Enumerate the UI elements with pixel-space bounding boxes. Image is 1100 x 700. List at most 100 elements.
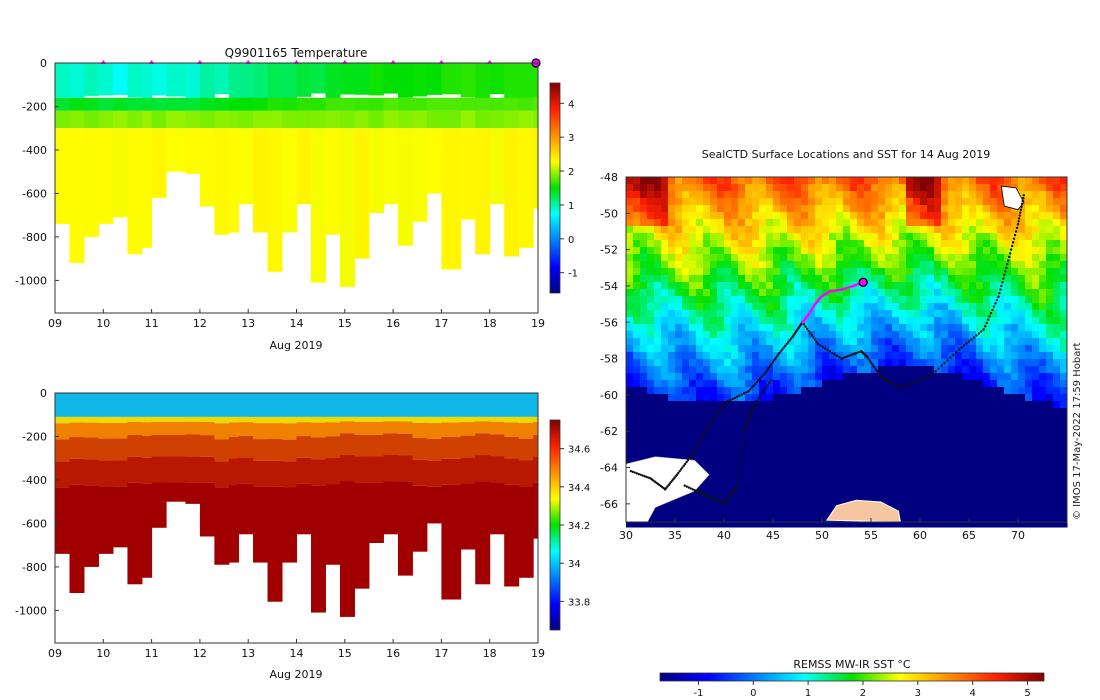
sst-cell bbox=[647, 282, 655, 290]
sst-cell bbox=[647, 219, 655, 227]
sst-cell bbox=[724, 254, 732, 262]
history-track-point bbox=[1019, 208, 1023, 211]
sst-cell bbox=[857, 485, 865, 493]
sst-cell bbox=[626, 212, 634, 220]
sst-cell bbox=[997, 345, 1005, 353]
sst-cell bbox=[906, 485, 914, 493]
sst-cell bbox=[822, 513, 830, 521]
sst-cell bbox=[703, 310, 711, 318]
sst-cell bbox=[871, 464, 879, 472]
sst-cell bbox=[682, 331, 690, 339]
sst-cell bbox=[766, 345, 774, 353]
sst-cell bbox=[1011, 485, 1019, 493]
sst-cell bbox=[675, 317, 683, 325]
sst-cell bbox=[815, 429, 823, 437]
sst-cell bbox=[976, 387, 984, 395]
history-track-point bbox=[802, 323, 806, 326]
sst-cell bbox=[920, 373, 928, 381]
sst-cell bbox=[906, 282, 914, 290]
sst-cell bbox=[976, 303, 984, 311]
history-track-point bbox=[724, 500, 727, 504]
temperature-panel: Q9901165 Temperature 09 10 11 12 13 14 15 16 17 1… bbox=[15, 46, 578, 352]
sst-cell bbox=[857, 310, 865, 318]
sst-cell bbox=[1060, 471, 1068, 479]
sst-cell bbox=[941, 177, 949, 185]
sst-cell bbox=[647, 184, 655, 192]
sst-cell bbox=[1039, 359, 1047, 367]
sst-cell bbox=[1018, 499, 1026, 507]
sst-cell bbox=[913, 233, 921, 241]
sst-cell bbox=[857, 240, 865, 248]
sst-cell bbox=[955, 254, 963, 262]
sst-cell bbox=[920, 331, 928, 339]
sst-cell bbox=[633, 429, 641, 437]
sst-cell bbox=[829, 506, 837, 514]
sst-cell bbox=[927, 289, 935, 297]
sst-cell bbox=[927, 261, 935, 269]
sst-cell bbox=[1025, 478, 1033, 486]
salinity-cell bbox=[368, 482, 384, 543]
sst-cell bbox=[948, 387, 956, 395]
sst-cell bbox=[920, 191, 928, 199]
sst-cell bbox=[976, 499, 984, 507]
temperature-cell bbox=[69, 63, 85, 98]
sst-cell bbox=[878, 205, 886, 213]
sst-cell bbox=[899, 373, 907, 381]
sst-cell bbox=[794, 296, 802, 304]
sst-cell bbox=[654, 184, 662, 192]
sst-cell bbox=[780, 289, 788, 297]
sst-cell bbox=[661, 401, 669, 409]
sst-cell bbox=[997, 296, 1005, 304]
history-track-point bbox=[879, 375, 882, 378]
sst-cell bbox=[1025, 520, 1033, 528]
sst-cell bbox=[913, 429, 921, 437]
sst-cell bbox=[857, 436, 865, 444]
sst-cell bbox=[801, 471, 809, 479]
history-track-point bbox=[720, 501, 724, 505]
sst-cell bbox=[976, 478, 984, 486]
sst-cell bbox=[906, 261, 914, 269]
sst-cell bbox=[927, 317, 935, 325]
sst-cell bbox=[1004, 401, 1012, 409]
salinity-cell bbox=[267, 393, 283, 417]
sst-cell bbox=[766, 450, 774, 458]
sst-cell bbox=[871, 401, 879, 409]
sst-cell bbox=[724, 317, 732, 325]
sst-cell bbox=[633, 457, 641, 465]
sst-cell bbox=[955, 408, 963, 416]
sst-cell bbox=[906, 184, 914, 192]
salinity-cell bbox=[214, 423, 230, 440]
sst-cell bbox=[920, 275, 928, 283]
sst-cell bbox=[689, 268, 697, 276]
sst-cell bbox=[696, 226, 704, 234]
sst-cell bbox=[745, 506, 753, 514]
sst-cell bbox=[955, 387, 963, 395]
sst-cell bbox=[710, 394, 718, 402]
sst-cell bbox=[934, 261, 942, 269]
sst-cell bbox=[696, 233, 704, 241]
salinity-profile bbox=[310, 393, 326, 613]
sst-cell bbox=[696, 415, 704, 423]
sst-cell bbox=[829, 457, 837, 465]
sst-cell bbox=[983, 450, 991, 458]
sst-cell bbox=[654, 408, 662, 416]
sst-cell bbox=[682, 450, 690, 458]
sst-cell bbox=[1011, 401, 1019, 409]
sst-cell bbox=[780, 394, 788, 402]
history-track-point bbox=[897, 385, 900, 388]
temperature-cell bbox=[325, 110, 341, 129]
sst-cell bbox=[759, 205, 767, 213]
sst-cell bbox=[731, 464, 739, 472]
sst-cell bbox=[997, 408, 1005, 416]
x-tick-label: 65 bbox=[962, 529, 976, 542]
sst-cell bbox=[948, 268, 956, 276]
sst-cell bbox=[752, 443, 760, 451]
sst-cell bbox=[850, 289, 858, 297]
sst-cell bbox=[710, 387, 718, 395]
sst-cell bbox=[920, 408, 928, 416]
sst-cell bbox=[647, 177, 655, 185]
history-track-point bbox=[986, 318, 990, 321]
colorbar-tick-label: 1 bbox=[805, 688, 811, 699]
sst-cell bbox=[1039, 184, 1047, 192]
sst-cell bbox=[948, 485, 956, 493]
